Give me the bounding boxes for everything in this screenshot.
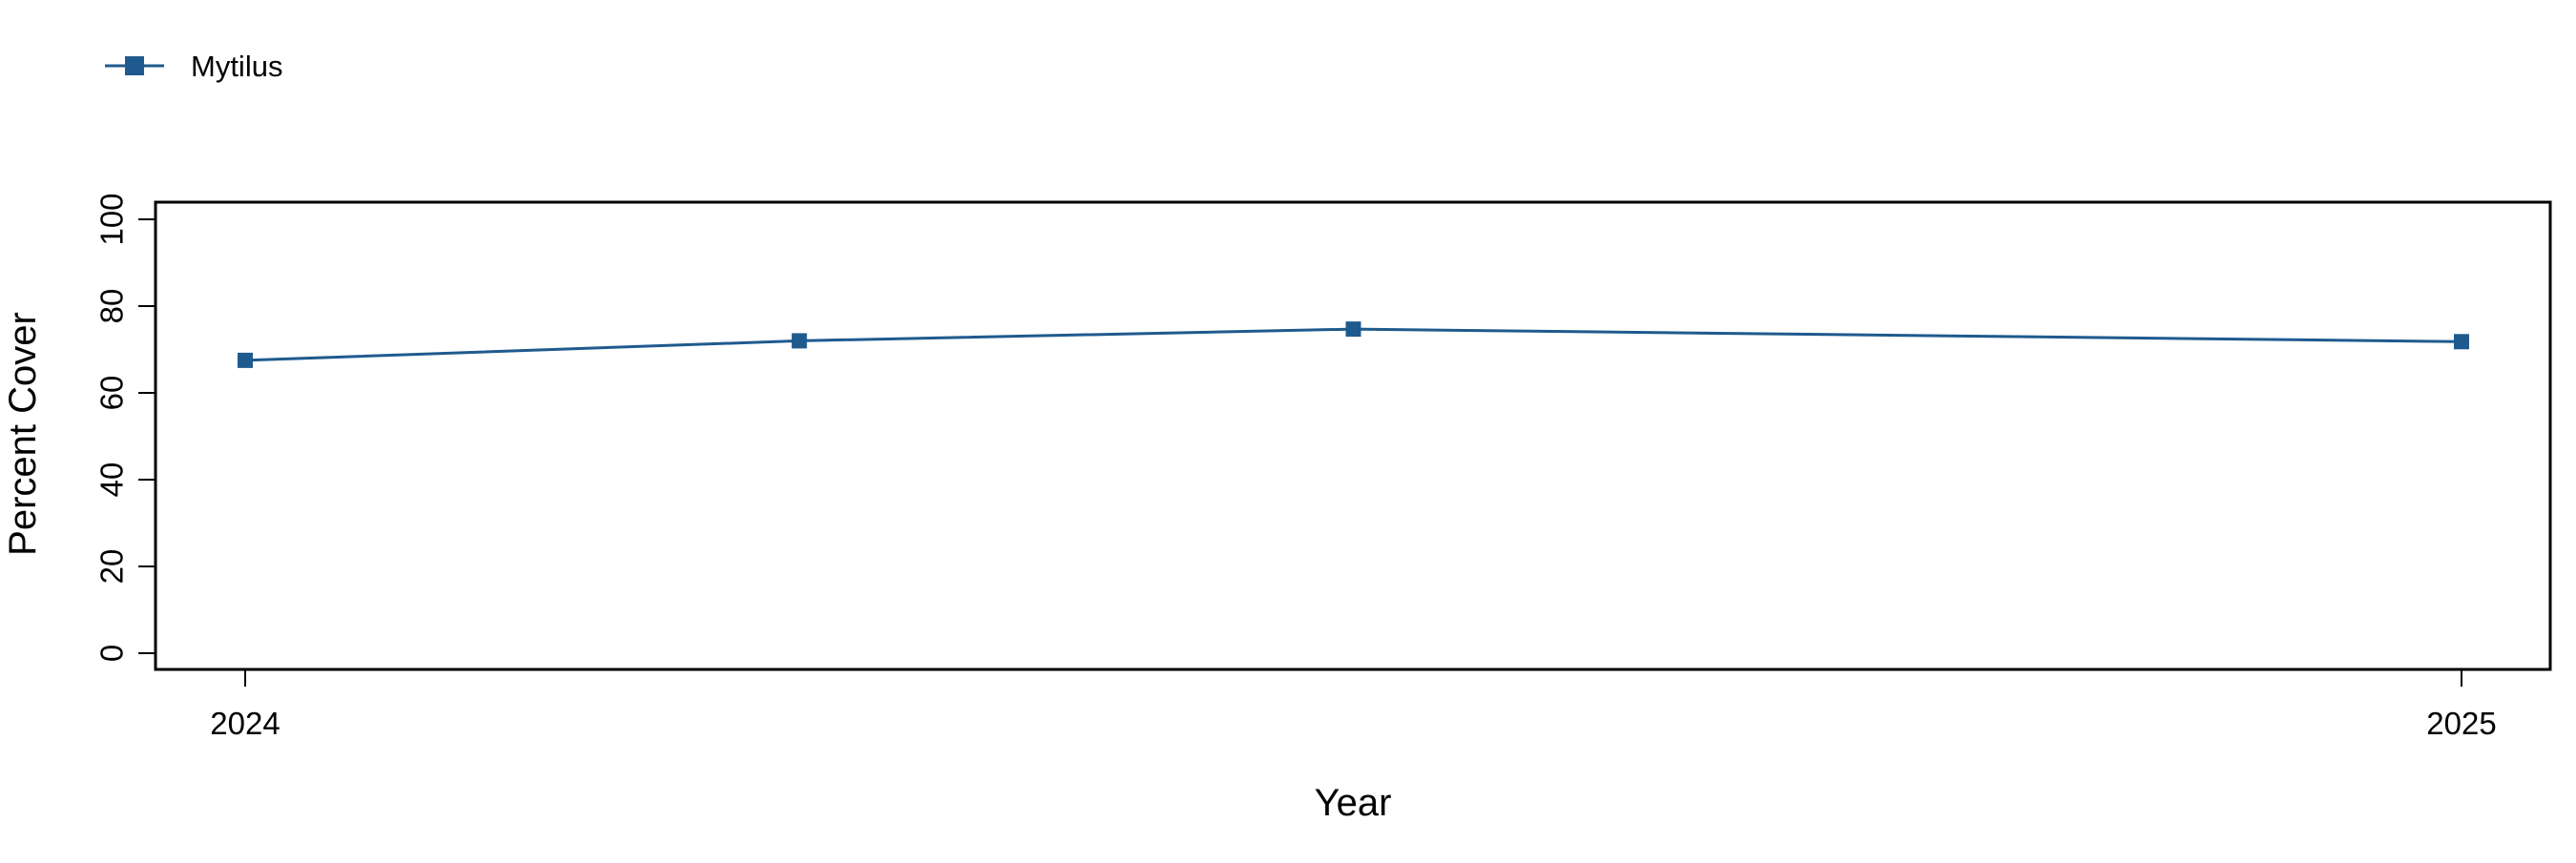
legend-label-mytilus: Mytilus: [191, 50, 282, 83]
data-point: [791, 333, 807, 349]
y-axis-title: Percent Cover: [2, 312, 44, 556]
y-tick-label: 20: [94, 549, 130, 585]
x-tick-label: 2025: [2426, 706, 2496, 741]
y-tick-label: 100: [94, 193, 130, 245]
legend: Mytilus: [105, 50, 282, 83]
series-line: [244, 327, 2462, 362]
x-axis-title: Year: [1315, 782, 1392, 824]
legend-marker-mytilus: [125, 56, 144, 75]
series-mytilus: [238, 321, 2469, 368]
data-point: [238, 352, 253, 368]
plot-frame: [154, 200, 2552, 671]
y-tick-label: 80: [94, 289, 130, 324]
y-tick-label: 40: [94, 462, 130, 498]
y-tick-label: 0: [94, 645, 130, 662]
y-tick-label: 60: [94, 376, 130, 411]
data-point: [2454, 334, 2469, 350]
data-point: [1345, 321, 1361, 338]
x-tick-label: 2024: [210, 706, 280, 741]
y-axis: 0 20 40 60 80 100: [94, 193, 156, 662]
x-axis: 2024 2025: [210, 669, 2497, 741]
